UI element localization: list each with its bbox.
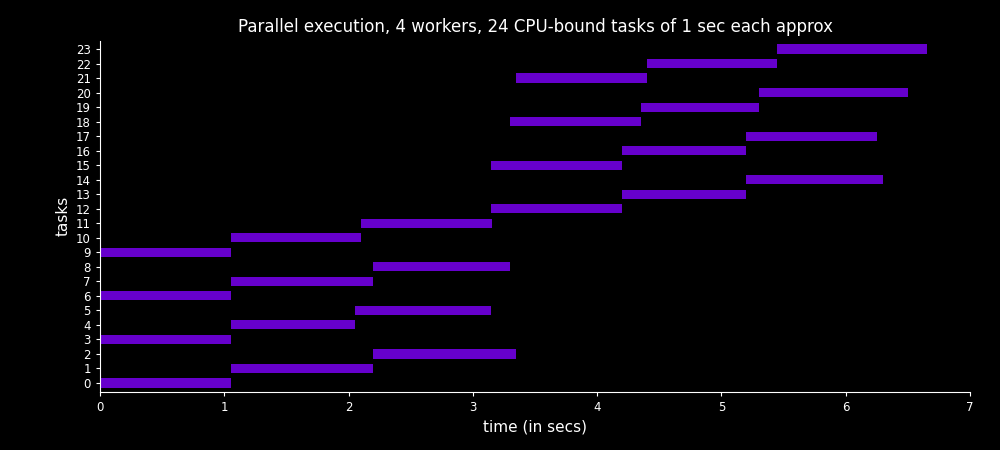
Bar <box>622 189 746 199</box>
Bar <box>491 161 622 170</box>
Bar <box>230 233 361 243</box>
Bar <box>373 262 510 271</box>
Y-axis label: tasks: tasks <box>55 196 70 236</box>
Bar <box>746 131 877 141</box>
Bar <box>230 364 373 373</box>
Bar <box>777 45 926 54</box>
Bar <box>100 291 230 301</box>
Bar <box>230 277 373 286</box>
Bar <box>641 103 759 112</box>
Bar <box>647 59 777 68</box>
Title: Parallel execution, 4 workers, 24 CPU-bound tasks of 1 sec each approx: Parallel execution, 4 workers, 24 CPU-bo… <box>238 18 832 36</box>
Bar <box>491 204 622 213</box>
X-axis label: time (in secs): time (in secs) <box>483 419 587 434</box>
Bar <box>100 248 230 257</box>
Bar <box>510 117 641 126</box>
Bar <box>361 219 492 228</box>
Bar <box>100 378 230 387</box>
Bar <box>759 88 908 98</box>
Bar <box>373 349 516 359</box>
Bar <box>516 73 647 83</box>
Bar <box>100 334 230 344</box>
Bar <box>355 306 491 315</box>
Bar <box>230 320 355 329</box>
Bar <box>622 146 746 155</box>
Bar <box>746 175 883 184</box>
